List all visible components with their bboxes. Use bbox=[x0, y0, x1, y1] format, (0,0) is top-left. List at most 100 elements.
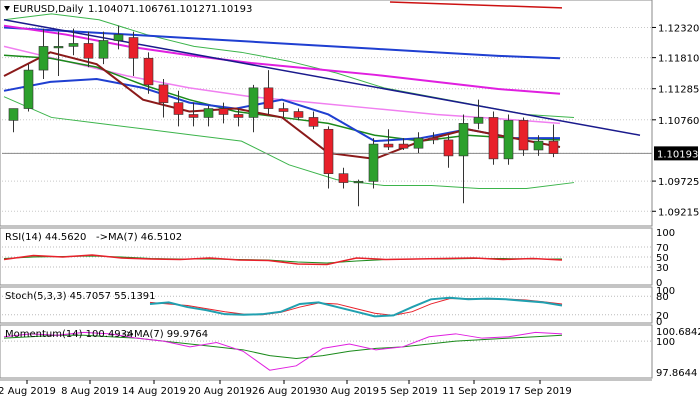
date-tick-label: 14 Aug 2019 bbox=[122, 386, 186, 397]
candle-body bbox=[533, 140, 544, 151]
candle-body bbox=[188, 114, 199, 118]
candle-body bbox=[443, 139, 454, 157]
rsi-tick-label: 50 bbox=[656, 253, 669, 264]
symbol-header: EURUSD,Daily 1.10407 1.10676 1.10127 1.1… bbox=[4, 4, 252, 15]
momentum-line bbox=[3, 331, 563, 371]
stoch-label: Stoch(5,3,3) 45.7057 55.1391 bbox=[5, 291, 156, 302]
candle-body bbox=[323, 128, 334, 174]
date-tick-label: 8 Aug 2019 bbox=[61, 386, 119, 397]
price-panel-frame bbox=[0, 0, 653, 227]
candle-body bbox=[518, 120, 529, 151]
symbol-name: EURUSD,Daily bbox=[13, 4, 84, 15]
current-price-marker bbox=[654, 146, 698, 161]
candle-body bbox=[53, 46, 64, 49]
price-tick-label: 1.09215 bbox=[658, 207, 699, 218]
candle-body bbox=[548, 140, 559, 154]
candle-body bbox=[38, 46, 49, 71]
stoch-tick-label: 20 bbox=[656, 311, 669, 322]
candle-body bbox=[413, 137, 424, 149]
candle-body bbox=[428, 137, 439, 141]
rsi-tick-label: 0 bbox=[656, 278, 662, 289]
low-value: 1.10127 bbox=[170, 4, 211, 15]
candle-body bbox=[383, 143, 394, 148]
stoch-tick-label: 0 bbox=[656, 317, 662, 328]
candle-body bbox=[158, 84, 169, 103]
dropdown-triangle-icon[interactable] bbox=[4, 6, 10, 11]
bollinger-lower-line bbox=[3, 96, 575, 189]
candle-body bbox=[338, 173, 349, 183]
momentum-tick-label: 97.8644 bbox=[656, 368, 697, 379]
candle-body bbox=[8, 108, 19, 121]
candle-body bbox=[368, 143, 379, 182]
candle-body bbox=[98, 40, 109, 59]
open-value: 1.10407 bbox=[88, 4, 129, 15]
momentum-ma-line bbox=[3, 334, 563, 360]
stoch-tick-label: 100 bbox=[656, 286, 675, 297]
stoch-signal-line bbox=[149, 298, 563, 316]
price-tick-label: 1.11810 bbox=[658, 54, 699, 65]
candle-body bbox=[293, 111, 304, 118]
price-tick-label: 1.09725 bbox=[658, 177, 699, 188]
date-tick-label: 26 Aug 2019 bbox=[252, 386, 316, 397]
candle-body bbox=[473, 117, 484, 124]
date-tick-label: 5 Sep 2019 bbox=[380, 386, 437, 397]
price-tick-label: 1.11285 bbox=[658, 85, 699, 96]
green-ma-line bbox=[3, 54, 561, 142]
candle-body bbox=[173, 102, 184, 115]
red-trend-line bbox=[389, 1, 563, 9]
momentum-tick-label: 100.6842 bbox=[656, 327, 700, 338]
momentum-tick-label: 100 bbox=[656, 337, 675, 348]
candle-body bbox=[218, 108, 229, 115]
price-axis: 1.12320 1.11810 1.11285 1.10760 1.10193 1.097… bbox=[652, 23, 699, 218]
candle-body bbox=[68, 43, 79, 47]
date-tick-label: 2 Aug 2019 bbox=[0, 386, 56, 397]
candle-body bbox=[503, 120, 514, 160]
date-tick-label: 30 Aug 2019 bbox=[315, 386, 379, 397]
candle-body bbox=[143, 57, 154, 86]
rsi-tick-label: 70 bbox=[656, 243, 669, 254]
rsi-tick-label: 30 bbox=[656, 263, 669, 274]
candle-body bbox=[278, 108, 289, 112]
candle-body bbox=[398, 143, 409, 149]
stoch-main-line bbox=[149, 296, 563, 318]
momentum-ma-label: ->MA(7) 99.9764 bbox=[122, 329, 208, 340]
rsi-line bbox=[3, 254, 563, 266]
high-value: 1.10676 bbox=[129, 4, 170, 15]
candle-body bbox=[83, 43, 94, 59]
long-blue-ma-line bbox=[3, 26, 561, 60]
magenta-ma-line bbox=[3, 24, 561, 95]
candle-body bbox=[308, 117, 319, 127]
date-tick-label: 11 Sep 2019 bbox=[442, 386, 505, 397]
rsi-label: RSI(14) 44.5620 bbox=[5, 232, 86, 243]
momentum-label: Momentum(14) 100.4934 bbox=[5, 329, 133, 340]
candle-body bbox=[458, 123, 469, 157]
date-tick-label: 20 Aug 2019 bbox=[188, 386, 252, 397]
candle-body bbox=[233, 114, 244, 118]
momentum-panel-frame bbox=[0, 324, 653, 379]
candle-body bbox=[263, 87, 274, 109]
candle-body bbox=[203, 108, 214, 118]
candle-body bbox=[128, 37, 139, 59]
price-tick-label: 1.12320 bbox=[658, 23, 699, 34]
date-axis: 2 Aug 2019 8 Aug 2019 14 Aug 2019 20 Aug 20… bbox=[0, 379, 652, 397]
candle-body bbox=[488, 117, 499, 160]
rsi-tick-label: 100 bbox=[656, 228, 675, 239]
descending-trendline bbox=[3, 19, 641, 136]
candle-body bbox=[248, 87, 259, 118]
current-price-label: 1.10193 bbox=[657, 149, 698, 160]
price-tick-label: 1.10760 bbox=[658, 116, 699, 127]
stoch-tick-label: 80 bbox=[656, 292, 669, 303]
candle-body bbox=[23, 69, 34, 109]
candle-body bbox=[113, 34, 124, 41]
close-value: 1.10193 bbox=[211, 4, 252, 15]
rsi-ma-label: ->MA(7) 46.5102 bbox=[96, 232, 182, 243]
stoch-panel-frame bbox=[0, 286, 653, 324]
rsi-panel-frame bbox=[0, 227, 653, 286]
candlesticks bbox=[8, 25, 559, 207]
candle-body bbox=[353, 181, 364, 184]
